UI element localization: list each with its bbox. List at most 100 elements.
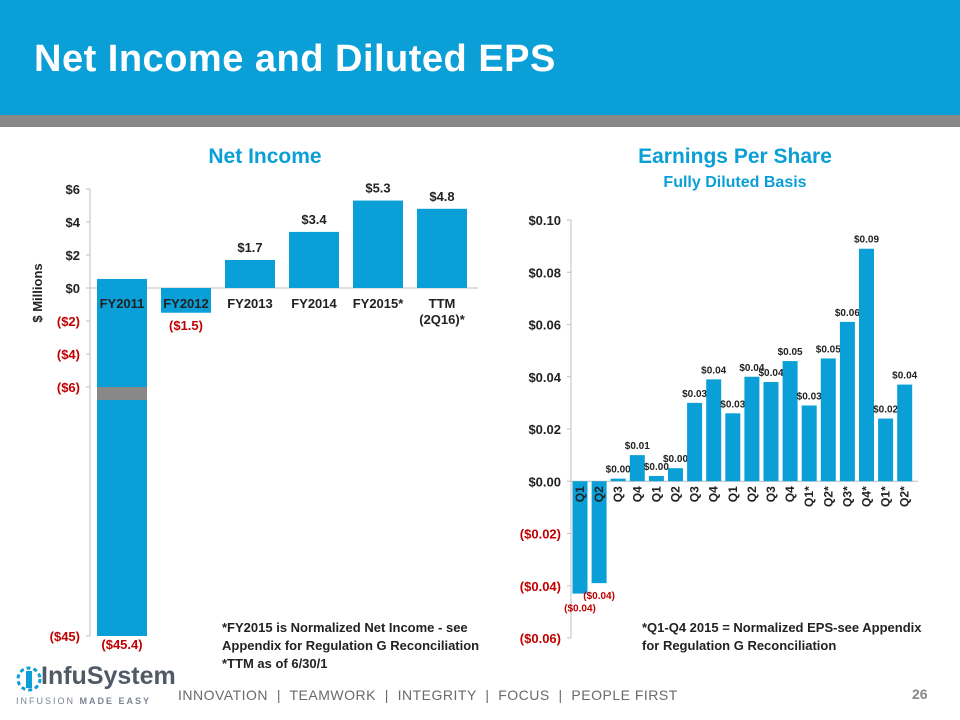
eps-bar (897, 384, 913, 482)
eps-category-label: Q1 (726, 486, 740, 502)
eps-note-2: for Regulation G Reconciliation (642, 638, 837, 653)
eps-category-label: Q2 (592, 486, 606, 502)
eps-category-label: Q4 (630, 486, 644, 502)
eps-bar (763, 381, 779, 482)
eps-category-label: Q4* (860, 486, 874, 507)
ni-y-tick-label: ($6) (57, 380, 80, 395)
eps-category-label: Q2 (745, 486, 759, 502)
ni-y-tick-label: ($2) (57, 314, 80, 329)
eps-bar (859, 248, 874, 482)
eps-category-label: Q4 (783, 486, 797, 502)
eps-bar (878, 418, 894, 482)
eps-y-tick-label: $0.00 (528, 474, 561, 489)
eps-data-label: $0.04 (892, 371, 917, 382)
eps-data-label: $0.03 (797, 391, 822, 402)
ni-y-tick-label: $2 (66, 248, 80, 263)
eps-bar (648, 476, 664, 482)
ni-data-label: ($1.5) (169, 318, 203, 333)
eps-category-label: Q3 (688, 486, 702, 502)
eps-bar (820, 358, 836, 482)
eps-category-label: Q3 (764, 486, 778, 502)
logo-tagline: INFUSION MADE EASY (16, 696, 151, 706)
ni-category-label: FY2012 (163, 296, 209, 311)
net-income-title: Net Income (208, 145, 322, 168)
footer-values: INNOVATION | TEAMWORK | INTEGRITY | FOCU… (178, 687, 678, 703)
ni-category-label: FY2011 (100, 296, 145, 311)
eps-data-label: $0.00 (663, 454, 688, 465)
eps-bar (801, 405, 817, 482)
eps-data-label: $0.09 (854, 235, 879, 246)
ni-category-label: FY2014 (291, 296, 337, 311)
eps-bar (687, 402, 703, 482)
ni-bar (225, 259, 275, 288)
ni-data-label: $3.4 (301, 212, 327, 227)
ni-y-axis-label: $ Millions (30, 263, 45, 322)
ni-data-label: $4.8 (429, 189, 454, 204)
eps-data-label: $0.02 (873, 405, 898, 416)
logo-tagline-a: INFUSION (16, 696, 80, 706)
ni-category-label: TTM (429, 296, 456, 311)
company-logo: InfuSystem INFUSION MADE EASY (14, 655, 176, 711)
eps-data-label: $0.00 (644, 462, 669, 473)
ni-category-label: FY2015* (353, 296, 405, 311)
eps-data-label: $0.00 (606, 465, 631, 476)
ni-y-tick-label: $4 (66, 215, 81, 230)
ni-bar (417, 208, 467, 288)
eps-category-label: Q2* (898, 486, 912, 507)
eps-bar (706, 379, 722, 482)
eps-data-label: $0.04 (758, 368, 783, 379)
eps-category-label: Q3 (611, 486, 625, 502)
ni-y-tick-label: $6 (66, 182, 80, 197)
page-number: 26 (912, 686, 928, 702)
eps-data-label: $0.06 (835, 308, 860, 319)
logo-wordmark: InfuSystem (41, 662, 176, 690)
net-income-notes: *FY2015 is Normalized Net Income - see A… (222, 619, 479, 673)
eps-bar (744, 376, 760, 482)
eps-bar (839, 321, 855, 482)
eps-bar (782, 361, 798, 482)
eps-data-label: $0.04 (739, 363, 764, 374)
page-title: Net Income and Diluted EPS (34, 38, 556, 80)
ni-y-tick-label: $0 (66, 281, 80, 296)
eps-title: Earnings Per Share (638, 145, 832, 168)
net-income-note-2: Appendix for Regulation G Reconciliation (222, 638, 480, 653)
ni-y-tick-label: ($4) (57, 347, 80, 362)
eps-category-label: Q1* (802, 486, 816, 507)
net-income-note-3: *TTM as of 6/30/1 (222, 656, 328, 671)
eps-category-label: Q1 (573, 486, 587, 502)
eps-bar (725, 413, 741, 482)
eps-category-label: Q2 (669, 486, 683, 502)
title-bar: Net Income and Diluted EPS (0, 0, 960, 115)
eps-category-label: Q3* (840, 486, 854, 507)
ni-category-label: FY2013 (227, 296, 273, 311)
eps-y-tick-label: $0.06 (528, 318, 561, 333)
ni-bar (289, 231, 339, 288)
eps-y-tick-label: ($0.02) (520, 527, 561, 542)
net-income-note-1: *FY2015 is Normalized Net Income - see (222, 620, 468, 635)
header-divider-band (0, 115, 960, 127)
eps-category-label: Q1* (879, 486, 893, 507)
eps-bar (668, 468, 683, 482)
eps-y-tick-label: $0.10 (528, 213, 561, 228)
eps-y-tick-label: ($0.06) (520, 631, 561, 646)
ni-data-label: ($45.4) (101, 637, 142, 652)
eps-category-label: Q1 (649, 486, 663, 502)
ni-bar (353, 200, 403, 288)
eps-y-tick-label: $0.02 (528, 422, 561, 437)
eps-data-label: $0.03 (720, 399, 745, 410)
eps-bar (610, 478, 626, 482)
ni-data-label: $5.3 (365, 181, 390, 196)
eps-data-label: $0.05 (816, 344, 841, 355)
eps-data-label: $0.03 (682, 389, 707, 400)
ni-axis-break-band (97, 387, 147, 400)
eps-data-label: ($0.04) (583, 591, 615, 602)
eps-data-label: $0.05 (778, 347, 803, 358)
ni-data-label: $1.7 (237, 240, 262, 255)
eps-y-tick-label: ($0.04) (520, 579, 561, 594)
eps-notes: *Q1-Q4 2015 = Normalized EPS-see Appendi… (642, 619, 922, 655)
eps-data-label: $0.04 (701, 365, 726, 376)
eps-bar (629, 455, 645, 482)
eps-y-tick-label: $0.04 (528, 370, 561, 385)
logo-mark-icon (16, 666, 42, 692)
